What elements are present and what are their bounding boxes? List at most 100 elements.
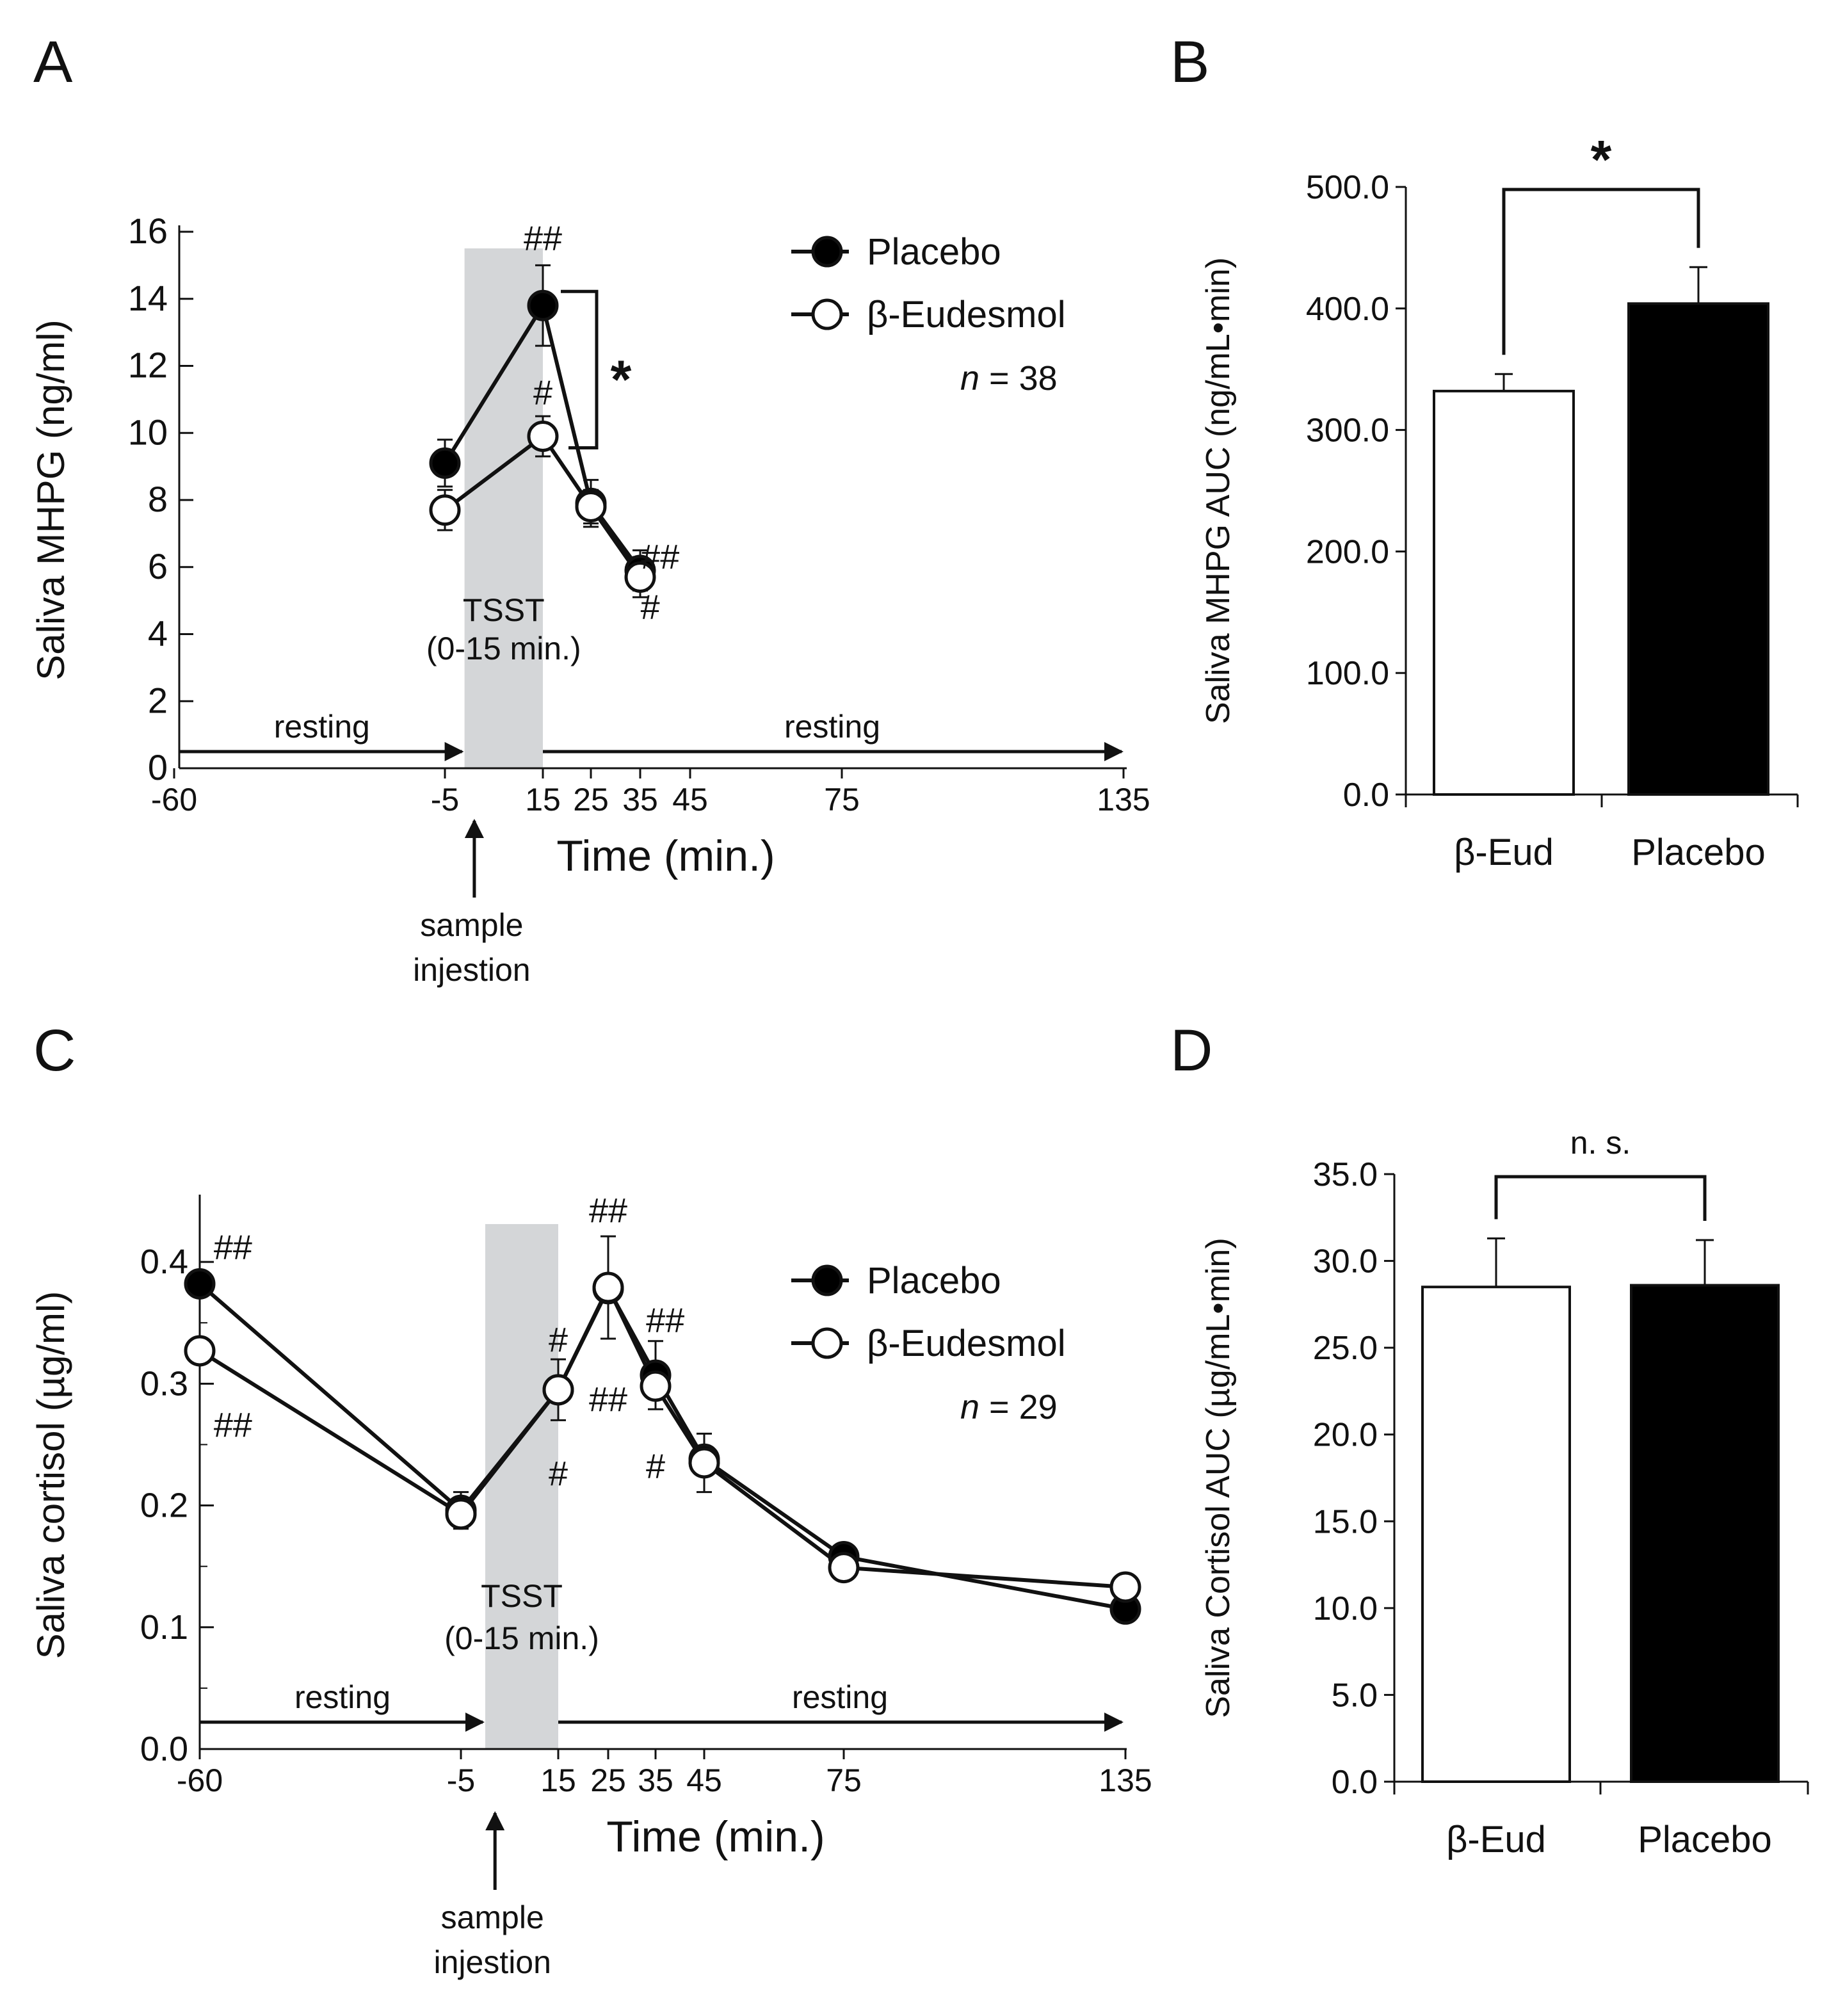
significance-annotation: ## bbox=[589, 1191, 627, 1230]
legend-marker bbox=[811, 236, 843, 268]
x-tick-label: 35 bbox=[622, 782, 658, 818]
y-tick-label: 25.0 bbox=[1313, 1330, 1378, 1367]
data-point-beta-eudesmol bbox=[542, 1374, 574, 1406]
panel-a-line-chart: TSST(0-15 min.) 0 2 4 6 8 10 12 14 16 -60 -5 15 25 35 4… bbox=[29, 211, 1150, 988]
x-tick-label: -60 bbox=[177, 1762, 223, 1798]
n-letter: n bbox=[960, 359, 979, 398]
panel-d-bar-chart: 0.0 5.0 10.0 15.0 20.0 25.0 30.0 35.0 β-Eud Place… bbox=[1200, 1125, 1809, 1860]
bar-placebo bbox=[1627, 302, 1769, 796]
x-category-label: β-Eud bbox=[1446, 1819, 1546, 1860]
significance-annotation: ## bbox=[214, 1228, 252, 1266]
data-point-beta-eudesmol bbox=[445, 1498, 477, 1530]
y-tick-label: 8 bbox=[148, 479, 168, 519]
x-category-label: β-Eud bbox=[1454, 832, 1554, 873]
n-letter: n bbox=[960, 1388, 979, 1426]
y-tick-label: 15.0 bbox=[1313, 1503, 1378, 1540]
data-point-beta-eudesmol bbox=[184, 1335, 216, 1367]
data-point-placebo bbox=[527, 289, 559, 321]
x-axis-title: Time (min.) bbox=[606, 1812, 825, 1861]
data-point-beta-eudesmol bbox=[575, 490, 607, 522]
sample-injection-label: injestion bbox=[413, 952, 530, 988]
legend-label: β-Eudesmol bbox=[867, 294, 1066, 335]
data-point-beta-eudesmol bbox=[640, 1370, 672, 1402]
y-tick-label: 500.0 bbox=[1306, 169, 1389, 206]
y-tick-label: 10.0 bbox=[1313, 1590, 1378, 1627]
y-tick-label: 2 bbox=[148, 680, 168, 720]
tsst-label: TSST bbox=[463, 592, 545, 628]
x-tick-label: -60 bbox=[151, 782, 197, 818]
y-axis-title: Saliva Cortisol AUC (µg/mL•min) bbox=[1200, 1238, 1237, 1718]
panel-b-bar-chart: 0.0 100.0 200.0 300.0 400.0 500.0 β-Eud Placebo… bbox=[1200, 129, 1799, 873]
x-tick-label: 75 bbox=[826, 1762, 862, 1798]
y-tick-label: 300.0 bbox=[1306, 412, 1389, 449]
y-tick-label: 30.0 bbox=[1313, 1243, 1378, 1280]
tsst-range-label: (0-15 min.) bbox=[444, 1620, 599, 1656]
significance-star: * bbox=[611, 349, 632, 409]
significance-annotation: ## bbox=[214, 1406, 252, 1444]
x-tick-label: 35 bbox=[638, 1762, 673, 1798]
data-point-beta-eudesmol bbox=[592, 1271, 624, 1303]
x-tick-label: 135 bbox=[1099, 1762, 1152, 1798]
significance-annotation: ## bbox=[646, 1301, 684, 1339]
legend-marker bbox=[811, 1264, 843, 1296]
significance-annotation: ## bbox=[589, 1380, 627, 1419]
panel-letter-a: A bbox=[33, 29, 73, 95]
data-point-beta-eudesmol bbox=[828, 1552, 860, 1584]
resting-label-right: resting bbox=[784, 709, 880, 745]
y-axis-title: Saliva MHPG (ng/ml) bbox=[29, 319, 72, 680]
x-tick-label: -5 bbox=[447, 1762, 475, 1798]
data-point-beta-eudesmol bbox=[429, 494, 461, 526]
n-value: = 38 bbox=[979, 359, 1058, 398]
y-tick-label: 400.0 bbox=[1306, 291, 1389, 328]
significance-annotation: # bbox=[549, 1321, 568, 1359]
data-point-placebo bbox=[429, 447, 461, 479]
series-line-beta-eudesmol bbox=[198, 1283, 1126, 1589]
y-tick-label: 12 bbox=[128, 345, 168, 385]
y-tick-label: 35.0 bbox=[1313, 1156, 1378, 1193]
sample-injection-label: sample bbox=[441, 1899, 544, 1935]
significance-bracket bbox=[561, 289, 599, 449]
tsst-shade bbox=[485, 1224, 558, 1749]
y-tick-label: 16 bbox=[128, 211, 168, 251]
tsst-label: TSST bbox=[481, 1578, 563, 1614]
y-tick-label: 0.0 bbox=[1343, 777, 1389, 814]
n-label: n = 38 bbox=[960, 359, 1058, 398]
data-point-beta-eudesmol bbox=[527, 420, 559, 452]
panel-letter-c: C bbox=[33, 1018, 76, 1083]
significance-bracket bbox=[1502, 188, 1700, 355]
resting-label-left: resting bbox=[294, 1679, 391, 1715]
significance-annotation: # bbox=[646, 1447, 665, 1486]
x-tick-label: 75 bbox=[824, 782, 860, 818]
panel-letter-d: D bbox=[1170, 1018, 1213, 1083]
significance-annotation: ## bbox=[524, 219, 562, 257]
significance-annotation: # bbox=[641, 588, 660, 627]
x-tick-label: 15 bbox=[525, 782, 561, 818]
series-line-placebo bbox=[443, 300, 642, 572]
legend-label: Placebo bbox=[867, 231, 1001, 273]
significance-annotation: ## bbox=[641, 538, 679, 576]
y-tick-label: 0.0 bbox=[140, 1730, 188, 1768]
panel-c-line-chart: TSST (0-15 min.) 0.0 0.1 0.2 0.3 0.4 -60 -5 15 25 3… bbox=[29, 1191, 1152, 1980]
legend-marker bbox=[811, 1327, 843, 1359]
y-axis-title: Saliva MHPG AUC (ng/mL•min) bbox=[1200, 257, 1237, 724]
y-tick-label: 4 bbox=[148, 613, 168, 654]
x-axis-title: Time (min.) bbox=[556, 832, 775, 880]
data-point-beta-eudesmol bbox=[624, 561, 656, 593]
y-tick-label: 10 bbox=[128, 412, 168, 452]
bar-beta-eud bbox=[1421, 1286, 1571, 1783]
panel-letter-b: B bbox=[1170, 29, 1209, 95]
resting-label-left: resting bbox=[274, 709, 370, 745]
x-category-label: Placebo bbox=[1631, 832, 1766, 873]
x-tick-label: 25 bbox=[573, 782, 609, 818]
significance-annotation: # bbox=[533, 373, 552, 412]
x-category-label: Placebo bbox=[1638, 1819, 1772, 1860]
n-label: n = 29 bbox=[960, 1388, 1058, 1426]
y-tick-label: 0.3 bbox=[140, 1364, 188, 1403]
bar-beta-eud bbox=[1433, 389, 1575, 796]
x-tick-label: 45 bbox=[672, 782, 708, 818]
y-tick-label: 0.1 bbox=[140, 1608, 188, 1647]
data-point-beta-eudesmol bbox=[1109, 1571, 1141, 1603]
legend-label: β-Eudesmol bbox=[867, 1323, 1066, 1364]
bar-placebo bbox=[1630, 1284, 1780, 1783]
